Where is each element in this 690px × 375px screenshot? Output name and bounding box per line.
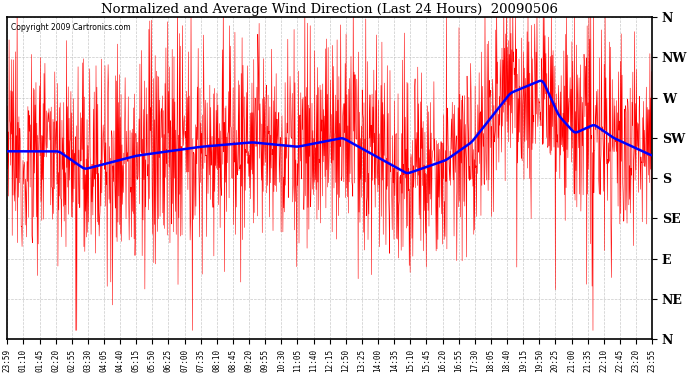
Title: Normalized and Average Wind Direction (Last 24 Hours)  20090506: Normalized and Average Wind Direction (L… <box>101 3 558 16</box>
Text: Copyright 2009 Cartronics.com: Copyright 2009 Cartronics.com <box>10 23 130 32</box>
